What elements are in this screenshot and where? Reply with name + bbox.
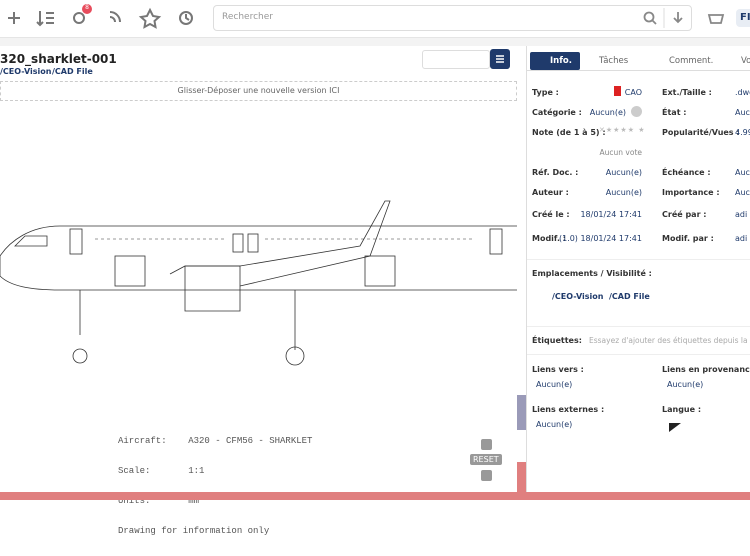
drawing-line: Aircraft: A320 - CFM56 - SHARKLET	[118, 436, 313, 446]
field-label: Type :	[532, 88, 559, 97]
field-label: Réf. Doc. :	[532, 168, 579, 177]
flag-icon	[669, 423, 681, 432]
field-label: Échéance :	[662, 168, 711, 177]
toolbar-icons[interactable]	[0, 0, 210, 37]
viewer-panel: 320_sharklet-001 /CEO-Vision /CAD File G…	[0, 46, 517, 536]
field-value: Aucu	[735, 108, 750, 117]
field-label: Popularité/Vues :	[662, 128, 740, 137]
gap	[0, 38, 750, 46]
aircraft-drawing	[0, 200, 517, 366]
field-value: Aucun vote	[599, 148, 642, 157]
link-value: Aucun(e)	[536, 380, 573, 389]
field-value: (1.0) 18/01/24 17:41	[558, 234, 642, 243]
page: 8 Rechercher FI 320_sharklet-001 /CEO-Vi…	[0, 0, 750, 536]
search-box[interactable]	[213, 5, 692, 31]
tab[interactable]: Info.	[530, 52, 580, 70]
field-value: CAO	[624, 88, 642, 97]
search-placeholder: Rechercher	[222, 12, 273, 22]
field-value: Aucun(e)	[605, 168, 642, 177]
avatar[interactable]: FI	[736, 9, 750, 27]
notification-badge: 8	[85, 4, 89, 11]
location[interactable]: /CEO-Vision	[552, 292, 604, 301]
section-label: Liens vers :	[532, 365, 584, 374]
dropzone-text: Glisser-Déposer une nouvelle version ICI	[177, 86, 340, 95]
field-label: Catégorie :	[532, 108, 582, 117]
field-label: Ext./Taille :	[662, 88, 712, 97]
menu-icon	[496, 55, 504, 63]
reset-button[interactable]: RESET	[470, 454, 502, 465]
link-value: Aucun(e)	[667, 380, 704, 389]
section-label: Étiquettes:	[532, 336, 582, 345]
section-label: Liens en provenance de	[662, 365, 750, 374]
viewer-buttons[interactable]	[422, 50, 490, 69]
field-label: Modif. :	[532, 234, 566, 243]
help-icon	[631, 106, 642, 117]
field-value: adi	[735, 210, 748, 219]
separator	[527, 259, 750, 260]
breadcrumb-2[interactable]: /CAD File	[52, 67, 93, 76]
rating-stars: ✕★★★★ ★	[599, 126, 646, 134]
field-value: .dwg / (	[735, 88, 750, 97]
field-label: Créé par :	[662, 210, 707, 219]
field-value: adi	[735, 234, 748, 243]
info-panel: Info. Tâches Comment. Voir p Type : CAO Ext./T…	[527, 46, 750, 492]
zoom-in[interactable]	[481, 439, 492, 450]
dropzone[interactable]	[0, 81, 517, 101]
field-label: Auteur :	[532, 188, 569, 197]
drawing-note: Aircraft: A320 - CFM56 - SHARKLET Scale:…	[118, 416, 312, 556]
toolbar-right-icons[interactable]	[636, 6, 750, 30]
location[interactable]: /CAD File	[609, 292, 650, 301]
separator	[527, 326, 750, 327]
field-label: Modif. par :	[662, 234, 714, 243]
field-value: Aucu	[735, 168, 750, 177]
toolbar: 8 Rechercher FI	[0, 0, 750, 38]
drawing-line: Scale: 1:1	[118, 466, 205, 476]
breadcrumb-1[interactable]: /CEO-Vision	[0, 67, 52, 76]
scroll-handle[interactable]	[517, 395, 526, 430]
section-label: Emplacements / Visibilité :	[532, 269, 652, 278]
separator	[527, 354, 750, 355]
tab-underline	[527, 70, 750, 71]
tags-input[interactable]: Essayez d'ajouter des étiquettes depuis …	[589, 336, 748, 345]
tab[interactable]: Comment.	[669, 56, 714, 66]
footer-bar	[0, 492, 750, 500]
section-label: Liens externes :	[532, 405, 605, 414]
field-label: Créé le :	[532, 210, 570, 219]
field-value: 18/01/24 17:41	[580, 210, 642, 219]
field-label: État :	[662, 108, 687, 117]
field-label: Importance :	[662, 188, 720, 197]
section-label: Langue :	[662, 405, 702, 414]
file-icon	[614, 86, 621, 96]
field-value: Aucun(e)	[605, 188, 642, 197]
tab[interactable]: Voir p	[741, 56, 750, 66]
side-bar	[517, 462, 526, 492]
drawing-line: Drawing for information only	[118, 526, 270, 536]
field-value: Aucu	[735, 188, 750, 197]
field-value: Aucun(e)	[589, 108, 626, 117]
divider	[526, 46, 527, 492]
zoom-out[interactable]	[481, 470, 492, 481]
link-value: Aucun(e)	[536, 420, 573, 429]
field-value: 4.99	[735, 128, 750, 137]
field-label: Note (de 1 à 5) :	[532, 128, 606, 137]
document-title: 320_sharklet-001	[0, 52, 117, 66]
tab[interactable]: Tâches	[599, 56, 629, 66]
